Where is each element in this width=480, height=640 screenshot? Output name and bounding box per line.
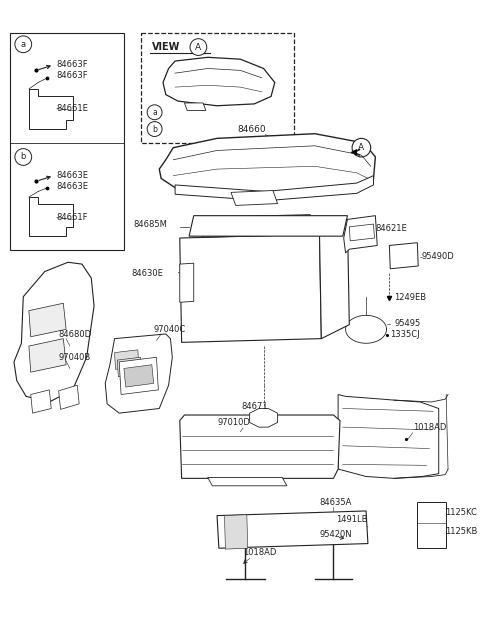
FancyBboxPatch shape (141, 33, 294, 143)
Polygon shape (159, 134, 375, 195)
Polygon shape (389, 243, 418, 269)
Polygon shape (194, 215, 320, 237)
Text: 97010D: 97010D (217, 418, 250, 427)
Polygon shape (29, 197, 72, 236)
Polygon shape (120, 365, 144, 384)
Polygon shape (105, 334, 172, 413)
Polygon shape (29, 303, 66, 337)
Polygon shape (180, 415, 340, 478)
Polygon shape (184, 103, 206, 111)
Text: 1335CJ: 1335CJ (390, 330, 420, 339)
Text: 1491LB: 1491LB (336, 515, 368, 524)
Polygon shape (217, 511, 368, 548)
Text: 97040C: 97040C (154, 325, 186, 334)
Polygon shape (31, 390, 51, 413)
Text: b: b (21, 152, 26, 161)
Polygon shape (338, 394, 439, 478)
Polygon shape (175, 175, 373, 201)
Text: 84621E: 84621E (375, 224, 407, 233)
Polygon shape (29, 339, 66, 372)
Text: 95490D: 95490D (422, 252, 455, 261)
Text: 95495: 95495 (394, 319, 420, 328)
Text: 1018AD: 1018AD (243, 548, 276, 557)
Text: b: b (152, 125, 157, 134)
Text: a: a (152, 108, 157, 116)
Text: A: A (195, 43, 202, 52)
Polygon shape (10, 33, 124, 250)
Polygon shape (417, 502, 446, 548)
Polygon shape (250, 408, 277, 427)
Polygon shape (163, 58, 275, 106)
Polygon shape (189, 216, 348, 236)
Text: A: A (359, 143, 364, 152)
Text: 84630E: 84630E (132, 269, 163, 278)
Polygon shape (231, 191, 277, 205)
Text: 95420N: 95420N (320, 530, 352, 539)
Polygon shape (119, 357, 158, 394)
Text: 84663E: 84663E (57, 171, 89, 180)
Polygon shape (225, 515, 248, 549)
Text: 84663E: 84663E (57, 182, 89, 191)
Polygon shape (320, 220, 349, 339)
Polygon shape (124, 365, 154, 387)
Polygon shape (344, 216, 377, 253)
Text: 84663F: 84663F (57, 60, 88, 69)
Polygon shape (180, 263, 194, 302)
Text: 84685M: 84685M (133, 221, 167, 230)
Text: 84660: 84660 (238, 125, 266, 134)
Text: 1125KB: 1125KB (445, 527, 478, 536)
Polygon shape (14, 262, 94, 402)
Circle shape (190, 38, 207, 56)
Text: 84671: 84671 (241, 402, 268, 411)
Polygon shape (349, 224, 374, 241)
Polygon shape (29, 89, 72, 129)
Polygon shape (117, 357, 142, 377)
Text: 84663F: 84663F (57, 72, 88, 81)
Circle shape (147, 122, 162, 136)
Text: VIEW: VIEW (152, 42, 180, 52)
Text: 97040B: 97040B (59, 353, 91, 362)
Polygon shape (59, 385, 79, 410)
Text: 84635A: 84635A (320, 498, 352, 507)
Circle shape (147, 105, 162, 120)
Circle shape (352, 138, 371, 157)
Circle shape (15, 148, 32, 165)
Circle shape (15, 36, 32, 52)
Text: 84680D: 84680D (59, 330, 92, 339)
Text: a: a (21, 40, 26, 49)
Text: 1018AD: 1018AD (413, 422, 446, 431)
Polygon shape (115, 350, 139, 369)
Text: 1249EB: 1249EB (394, 293, 426, 302)
Text: 1125KC: 1125KC (445, 508, 477, 517)
Polygon shape (208, 477, 287, 486)
Text: 84661F: 84661F (57, 213, 88, 222)
Text: 84661E: 84661E (57, 104, 89, 113)
Polygon shape (180, 234, 321, 342)
